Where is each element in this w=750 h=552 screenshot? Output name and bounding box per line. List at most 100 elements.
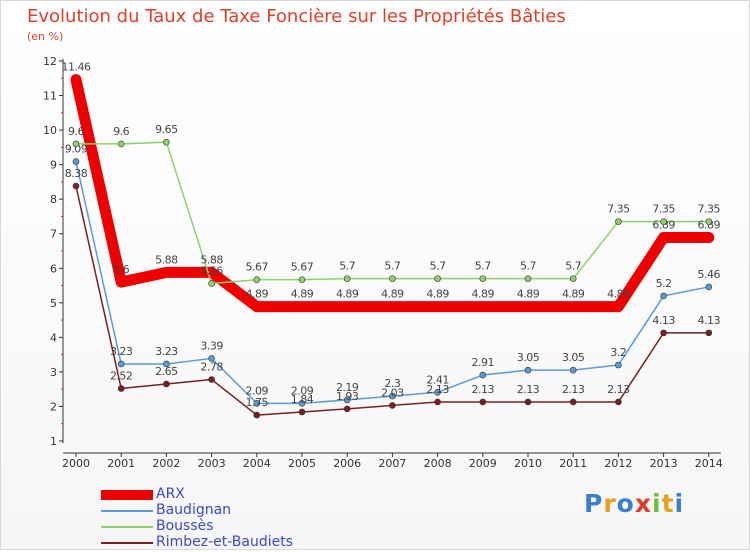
data-point-rimbez-et-baudiets <box>163 380 170 388</box>
data-point-baudignan <box>208 355 215 362</box>
data-label-bouss-s: 5.67 <box>246 261 269 274</box>
data-label-arx: 11.46 <box>62 61 91 74</box>
data-point-baudignan <box>479 371 487 379</box>
legend-label-baudignan: Baudignan <box>156 502 232 518</box>
data-point-baudignan <box>117 360 125 368</box>
x-tick-label: 2005 <box>288 457 316 470</box>
y-tick-label: 6 <box>50 262 57 275</box>
data-point-baudignan <box>163 360 170 368</box>
data-point-baudignan <box>705 283 713 291</box>
x-tick-label: 2013 <box>650 457 678 470</box>
data-point-bouss-s <box>615 218 622 225</box>
data-label-rimbez-et-baudiets: 1.84 <box>291 393 314 406</box>
legend-swatch-baudignan <box>101 510 153 512</box>
data-label-rimbez-et-baudiets: 2.78 <box>200 361 223 374</box>
y-tick-label: 3 <box>50 366 57 379</box>
data-label-arx: 4.89 <box>517 288 540 301</box>
data-point-rimbez-et-baudiets <box>479 398 487 406</box>
data-point-rimbez-et-baudiets <box>389 402 396 409</box>
data-point-baudignan <box>389 392 396 400</box>
chart-title: Evolution du Taux de Taxe Foncière sur l… <box>27 6 566 27</box>
x-tick-label: 2002 <box>152 457 180 470</box>
x-tick-label: 2001 <box>107 457 135 470</box>
y-tick-label: 4 <box>50 331 57 344</box>
proxiti-logo: Proxiti <box>584 489 684 518</box>
data-point-bouss-s <box>705 218 713 225</box>
x-tick-label: 2003 <box>198 457 226 470</box>
data-label-baudignan: 2.09 <box>291 384 314 397</box>
data-label-baudignan: 3.23 <box>110 345 133 358</box>
data-label-rimbez-et-baudiets: 4.13 <box>652 314 675 327</box>
data-label-bouss-s: 5.7 <box>430 260 446 273</box>
data-label-bouss-s: 5.7 <box>565 260 581 273</box>
data-point-bouss-s <box>660 218 667 225</box>
data-point-baudignan <box>343 396 351 404</box>
data-label-bouss-s: 9.65 <box>155 123 178 136</box>
data-label-baudignan: 2.09 <box>246 384 269 397</box>
data-label-arx: 4.89 <box>381 288 404 301</box>
data-point-rimbez-et-baudiets <box>524 398 532 406</box>
x-tick-label: 2010 <box>514 457 542 470</box>
data-label-arx: 5.88 <box>200 253 223 266</box>
data-label-baudignan: 3.05 <box>517 351 540 364</box>
chart-subtitle: (en %) <box>27 30 64 43</box>
logo-letter: i <box>674 489 685 518</box>
data-point-rimbez-et-baudiets <box>434 398 441 406</box>
data-label-arx: 4.89 <box>291 288 314 301</box>
y-tick-label: 11 <box>43 90 57 103</box>
data-point-bouss-s <box>389 275 396 282</box>
data-label-arx: 6.89 <box>652 219 675 232</box>
data-label-bouss-s: 5.7 <box>475 260 491 273</box>
x-tick-label: 2012 <box>604 457 632 470</box>
data-point-bouss-s <box>72 140 80 148</box>
data-label-rimbez-et-baudiets: 2.13 <box>426 383 449 396</box>
data-point-baudignan <box>524 366 532 374</box>
y-tick-label: 9 <box>50 159 57 172</box>
data-label-baudignan: 5.46 <box>698 268 721 281</box>
y-tick-label: 1 <box>50 435 57 448</box>
x-tick-label: 2000 <box>62 457 90 470</box>
data-label-rimbez-et-baudiets: 2.65 <box>155 365 178 378</box>
data-point-bouss-s <box>298 276 306 283</box>
data-label-baudignan: 5.2 <box>656 277 672 290</box>
data-label-baudignan: 2.91 <box>472 356 495 369</box>
data-point-bouss-s <box>163 138 170 146</box>
data-label-bouss-s: 5.56 <box>200 264 223 277</box>
legend-swatch-arx <box>101 490 153 500</box>
x-tick-label: 2009 <box>469 457 497 470</box>
data-label-bouss-s: 5.7 <box>384 260 400 273</box>
data-point-rimbez-et-baudiets <box>705 329 713 337</box>
y-tick-label: 12 <box>43 55 57 68</box>
data-label-baudignan: 3.39 <box>200 339 223 352</box>
legend-label-bouss-s: Boussès <box>156 518 214 534</box>
data-label-rimbez-et-baudiets: 8.38 <box>65 167 88 180</box>
data-label-arx: 6.89 <box>698 219 721 232</box>
data-point-baudignan <box>253 400 261 407</box>
data-label-baudignan: 2.41 <box>426 373 449 386</box>
legend-swatch-bouss-s <box>101 526 153 528</box>
data-point-baudignan <box>434 388 441 396</box>
data-label-baudignan: 2.19 <box>336 381 359 394</box>
x-tick-label: 2007 <box>378 457 406 470</box>
data-label-arx: 5.6 <box>113 263 129 276</box>
data-label-rimbez-et-baudiets: 2.52 <box>110 369 133 382</box>
data-point-bouss-s <box>208 280 215 287</box>
data-label-arx: 4.89 <box>607 288 630 301</box>
data-label-rimbez-et-baudiets: 2.13 <box>517 383 540 396</box>
data-point-baudignan <box>72 158 80 165</box>
logo-letter: r <box>603 489 617 518</box>
data-point-rimbez-et-baudiets <box>208 376 215 383</box>
logo-letter: o <box>616 489 635 518</box>
legend-swatch-rimbez-et-baudiets <box>101 542 153 544</box>
data-label-bouss-s: 7.35 <box>652 203 675 216</box>
data-label-rimbez-et-baudiets: 2.13 <box>607 383 630 396</box>
y-tick-label: 8 <box>50 193 57 206</box>
legend-label-rimbez-et-baudiets: Rimbez-et-Baudiets <box>156 534 294 550</box>
data-point-rimbez-et-baudiets <box>569 398 577 406</box>
x-tick-label: 2006 <box>333 457 361 470</box>
logo-letter: t <box>661 489 675 518</box>
data-point-bouss-s <box>343 275 351 282</box>
data-label-bouss-s: 5.7 <box>339 260 355 273</box>
x-tick-label: 2014 <box>695 457 723 470</box>
series-line-arx <box>70 74 715 313</box>
